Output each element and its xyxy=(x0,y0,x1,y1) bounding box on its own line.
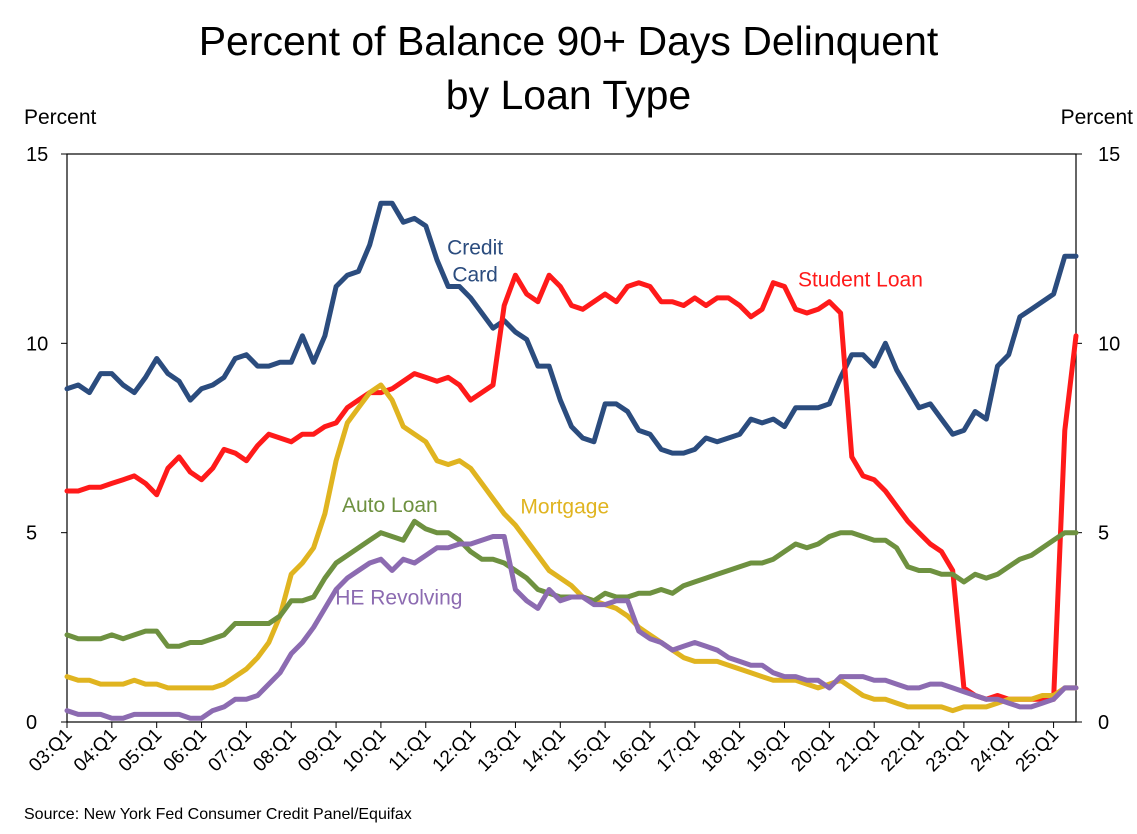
x-tick-label: 15:Q1 xyxy=(563,725,614,776)
right-axis-unit-label: Percent xyxy=(1060,106,1133,129)
series-line-mortgage xyxy=(64,382,1079,714)
series-line-credit-card xyxy=(64,200,1079,456)
y-tick-label-right: 0 xyxy=(1098,712,1109,734)
x-tick-label: 11:Q1 xyxy=(385,725,435,775)
series-line-student-loan xyxy=(64,272,1079,702)
chart-title: Percent of Balance 90+ Days Delinquent b… xyxy=(0,14,1137,122)
chart-series-lines xyxy=(64,200,1079,721)
x-tick-label: 16:Q1 xyxy=(608,725,659,776)
y-tick-label-right: 10 xyxy=(1098,333,1120,355)
x-tick-label: 25:Q1 xyxy=(1012,725,1063,776)
x-tick-label: 18:Q1 xyxy=(698,725,749,776)
x-tick-label: 20:Q1 xyxy=(787,725,838,776)
chart-title-line-1: Percent of Balance 90+ Days Delinquent xyxy=(198,18,939,64)
series-label-mortgage: Mortgage xyxy=(520,496,609,519)
x-tick-label: 07:Q1 xyxy=(204,725,255,776)
x-tick-label: 21:Q1 xyxy=(832,725,883,776)
y-tick-label-left: 15 xyxy=(26,144,48,166)
x-tick-label: 19:Q1 xyxy=(743,725,794,776)
x-tick-label: 23:Q1 xyxy=(922,725,973,776)
left-axis-unit-label: Percent xyxy=(24,106,97,129)
y-tick-label-right: 15 xyxy=(1098,144,1120,166)
y-tick-label-left: 5 xyxy=(26,523,37,545)
series-label-student-loan: Student Loan xyxy=(798,269,923,292)
x-tick-label: 06:Q1 xyxy=(160,725,211,776)
series-line-he-revolving xyxy=(64,534,1079,721)
chart-title-line-2: by Loan Type xyxy=(445,72,692,118)
x-tick-label: 17:Q1 xyxy=(653,725,704,776)
chart-series-labels: Credit Card Student Loan Mortgage Auto Loan H… xyxy=(335,236,923,609)
x-tick-label: 04:Q1 xyxy=(70,725,121,776)
series-label-credit-card: Credit xyxy=(447,236,503,259)
series-label-credit-card: Card xyxy=(452,263,498,286)
series-label-he-revolving: HE Revolving xyxy=(335,587,462,610)
x-tick-label: 13:Q1 xyxy=(474,725,525,776)
x-tick-label: 14:Q1 xyxy=(518,725,569,776)
x-tick-label: 08:Q1 xyxy=(249,725,300,776)
y-tick-label-left: 10 xyxy=(26,333,48,355)
x-tick-label: 09:Q1 xyxy=(294,725,345,776)
series-label-auto-loan: Auto Loan xyxy=(342,494,438,517)
x-tick-label: 12:Q1 xyxy=(429,725,480,776)
plot-frame xyxy=(66,153,1077,723)
x-tick-label: 24:Q1 xyxy=(967,725,1018,776)
source-note: Source: New York Fed Consumer Credit Pan… xyxy=(24,806,412,823)
x-tick-label: 05:Q1 xyxy=(115,725,166,776)
y-tick-label-right: 5 xyxy=(1098,523,1109,545)
y-tick-label-left: 0 xyxy=(26,712,37,734)
x-tick-label: 10:Q1 xyxy=(339,725,390,776)
x-tick-label: 22:Q1 xyxy=(877,725,928,776)
